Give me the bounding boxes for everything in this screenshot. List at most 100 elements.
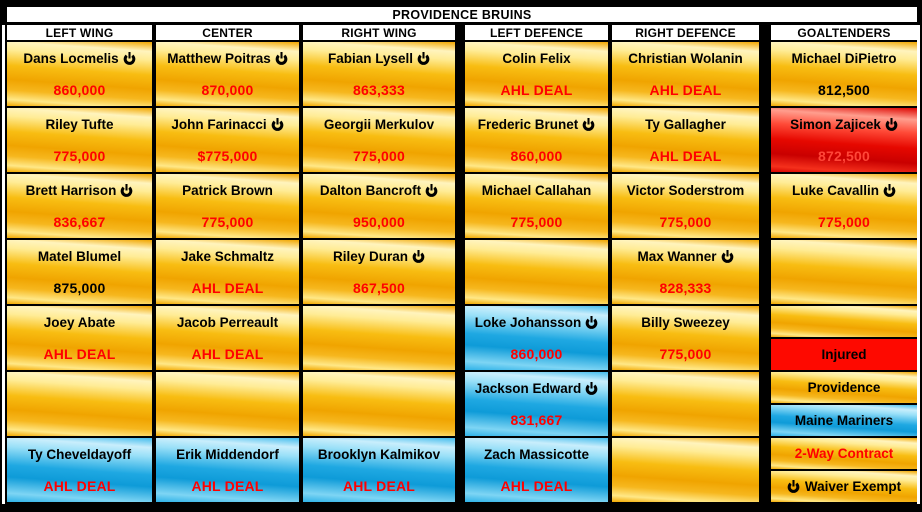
player-name-row: Jake Schmaltz [156,240,299,273]
contract-value: AHL DEAL [191,280,264,297]
empty-cell[interactable] [612,372,759,436]
player-name-row: Loke Johansson [465,306,608,339]
player-cell[interactable]: Michael Callahan 775,000 [465,174,608,238]
player-cell[interactable]: Matel Blumel 875,000 [7,240,152,304]
player-name-row: Riley Tufte [7,108,152,141]
player-name-row: Simon Zajicek [771,108,917,141]
player-cell[interactable]: Jackson Edward 831,667 [465,372,608,436]
player-name-row [771,240,917,273]
contract-value: $775,000 [197,148,258,165]
empty-cell[interactable] [303,372,455,436]
contract-value [7,405,152,436]
legend-providence[interactable]: Providence [771,372,917,403]
player-cell[interactable]: Colin Felix AHL DEAL [465,42,608,106]
waiver-exempt-icon [425,183,438,197]
player-name-row [7,372,152,405]
player-cell[interactable]: Christian Wolanin AHL DEAL [612,42,759,106]
empty-cell[interactable] [7,372,152,436]
roster-grid: LEFT WING Dans Locmelis 860,000 Riley Tufte… [7,25,917,504]
player-cell[interactable]: Michael DiPietro 812,500 [771,42,917,106]
waiver-exempt-icon [123,51,135,65]
contract-value: 875,000 [53,280,106,297]
player-cell[interactable]: John Farinacci $775,000 [156,108,299,172]
player-cell[interactable]: Jacob Perreault AHL DEAL [156,306,299,370]
player-cell[interactable]: Dalton Bancroft 950,000 [303,174,455,238]
player-name-row: Jackson Edward [465,372,608,405]
player-name-row: Joey Abate [7,306,152,339]
player-cell[interactable]: Luke Cavallin 775,000 [771,174,917,238]
legend-2-way-contract[interactable]: 2-Way Contract [771,438,917,469]
player-cell[interactable]: Loke Johansson 860,000 [465,306,608,370]
legend-injured[interactable]: Injured [771,339,917,370]
player-cell[interactable]: Patrick Brown 775,000 [156,174,299,238]
contract-value: AHL DEAL [342,478,416,495]
player-name: Michael Callahan [481,182,592,198]
column-goaltenders: GOALTENDERS Michael DiPietro 812,500 Simon … [771,25,917,504]
player-cell[interactable]: Erik Middendorf AHL DEAL [156,438,299,502]
waiver-exempt-icon [417,51,430,65]
player-cell[interactable]: Riley Tufte 775,000 [7,108,152,172]
player-cell[interactable]: Victor Soderstrom 775,000 [612,174,759,238]
contract-value: AHL DEAL [649,148,722,165]
player-name-row: Frederic Brunet [465,108,608,141]
player-name-row: Colin Felix [465,42,608,75]
player-name-row [612,438,759,471]
player-name: Jacob Perreault [176,314,279,330]
player-name-row: Matthew Poitras [156,42,299,75]
player-cell[interactable]: Jake Schmaltz AHL DEAL [156,240,299,304]
player-cell[interactable]: Dans Locmelis 860,000 [7,42,152,106]
player-cell[interactable]: Simon Zajicek 872,500 [771,108,917,172]
player-cell[interactable]: Brooklyn Kalmikov AHL DEAL [303,438,455,502]
table-edge-left [2,25,5,504]
player-cell[interactable]: Ty Cheveldayoff AHL DEAL [7,438,152,502]
player-name: Dans Locmelis [23,50,119,66]
legend-maine-mariners[interactable]: Maine Mariners [771,405,917,436]
player-name: Victor Soderstrom [626,182,745,198]
player-name: Riley Tufte [45,116,114,132]
contract-value [612,405,759,436]
player-cell[interactable]: Matthew Poitras 870,000 [156,42,299,106]
contract-value: 863,333 [352,82,405,99]
player-name: Jake Schmaltz [180,248,275,264]
player-cell[interactable]: Max Wanner 828,333 [612,240,759,304]
column-left-wing: LEFT WING Dans Locmelis 860,000 Riley Tufte… [7,25,152,504]
table-edge-right [917,25,920,504]
contract-value: 860,000 [510,346,563,363]
empty-cell[interactable] [156,372,299,436]
player-cell[interactable]: Billy Sweezey 775,000 [612,306,759,370]
player-cell[interactable]: Fabian Lysell 863,333 [303,42,455,106]
legend-label: Providence [807,380,881,395]
player-name-row: Fabian Lysell [303,42,455,75]
column-header: LEFT WING [7,25,152,40]
empty-cell[interactable] [771,240,917,304]
board-title: PROVIDENCE BRUINS [7,7,917,22]
contract-value: 860,000 [510,148,563,165]
player-cell[interactable]: Brett Harrison 836,667 [7,174,152,238]
player-name-row: Michael DiPietro [771,42,917,75]
contract-value: AHL DEAL [43,478,116,495]
player-cell[interactable]: Frederic Brunet 860,000 [465,108,608,172]
player-name-row: Zach Massicotte [465,438,608,471]
empty-cell[interactable] [771,306,917,337]
contract-value: 775,000 [352,148,405,165]
player-name: Max Wanner [637,248,717,264]
column-left-defence: LEFT DEFENCE Colin Felix AHL DEAL Frederic … [465,25,608,504]
empty-cell[interactable] [303,306,455,370]
contract-value: 775,000 [510,214,563,231]
player-name: Frederic Brunet [477,116,579,132]
player-name: Loke Johansson [474,314,582,330]
player-name-row: Georgii Merkulov [303,108,455,141]
player-cell[interactable]: Joey Abate AHL DEAL [7,306,152,370]
player-name: Billy Sweezey [641,314,730,330]
player-cell[interactable]: Ty Gallagher AHL DEAL [612,108,759,172]
waiver-exempt-icon [585,315,598,329]
player-name-row: Michael Callahan [465,174,608,207]
player-cell[interactable]: Zach Massicotte AHL DEAL [465,438,608,502]
player-name: Christian Wolanin [628,50,743,66]
column-header: RIGHT WING [303,25,455,40]
empty-cell[interactable] [612,438,759,502]
player-cell[interactable]: Georgii Merkulov 775,000 [303,108,455,172]
player-cell[interactable]: Riley Duran 867,500 [303,240,455,304]
legend-waiver-exempt[interactable]: Waiver Exempt [771,471,917,502]
empty-cell[interactable] [465,240,608,304]
